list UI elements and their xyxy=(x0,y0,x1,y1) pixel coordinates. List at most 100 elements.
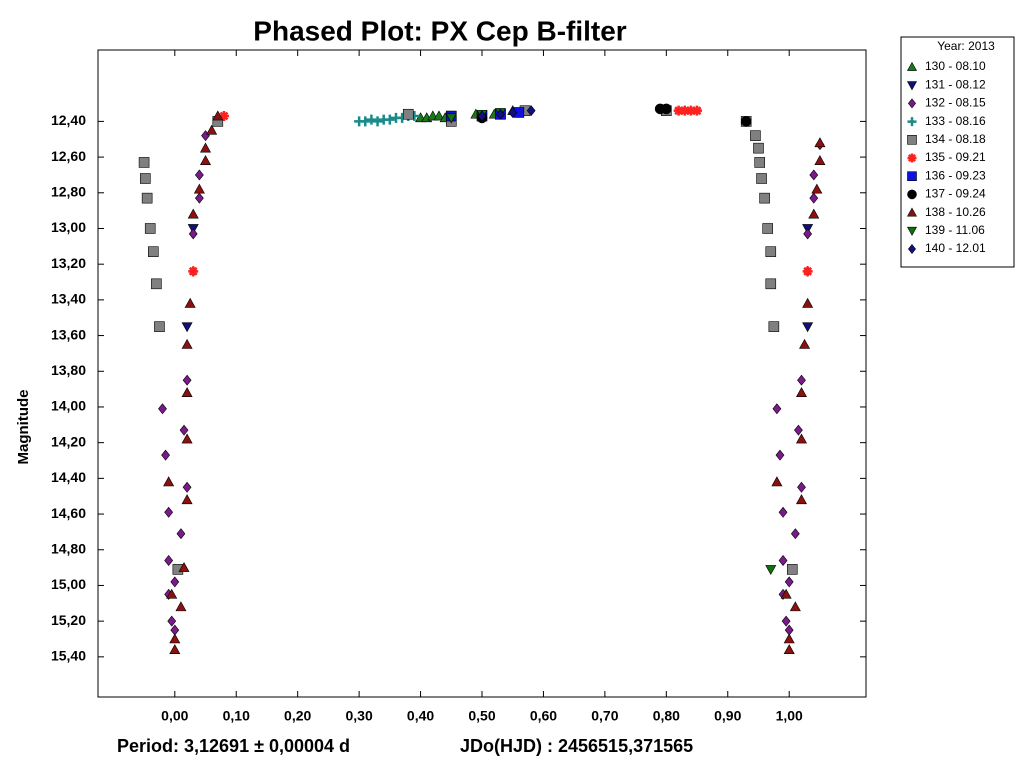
data-point xyxy=(366,114,377,125)
data-point xyxy=(496,108,505,120)
data-point xyxy=(166,588,178,599)
data-point xyxy=(811,183,823,194)
data-point xyxy=(193,183,205,194)
data-point xyxy=(783,633,795,644)
data-point xyxy=(175,601,187,612)
data-point xyxy=(164,554,174,566)
chart-title: Phased Plot: PX Cep B-filter xyxy=(253,15,626,46)
legend-marker xyxy=(906,226,918,236)
data-point xyxy=(692,105,703,116)
legend-marker xyxy=(908,98,916,109)
data-point xyxy=(181,387,193,397)
x-tick-label: 0,80 xyxy=(653,708,680,724)
legend-label: 139 - 11.06 xyxy=(925,223,985,237)
legend-marker xyxy=(907,153,917,163)
y-tick-label: 13,40 xyxy=(51,291,86,307)
x-tick-label: 0,10 xyxy=(223,708,250,724)
x-tick-label: 0,50 xyxy=(468,708,495,724)
data-point xyxy=(176,528,186,540)
data-point xyxy=(433,110,445,121)
data-point xyxy=(144,223,156,234)
legend-label: 134 - 08.18 xyxy=(925,132,986,146)
data-point xyxy=(170,576,180,588)
legend-label: 131 - 08.12 xyxy=(925,77,986,91)
data-point xyxy=(181,433,193,444)
data-point xyxy=(384,114,395,125)
data-point xyxy=(140,173,151,184)
legend-marker xyxy=(908,244,916,254)
data-point xyxy=(771,476,783,487)
data-point xyxy=(158,403,167,415)
y-tick-label: 12,40 xyxy=(51,112,86,128)
legend-marker xyxy=(907,135,917,145)
data-point xyxy=(169,644,181,655)
data-point xyxy=(765,246,777,257)
legend-label: 132 - 08.15 xyxy=(925,96,986,110)
legend-label: 135 - 09.21 xyxy=(925,150,986,164)
y-tick-label: 14,80 xyxy=(51,540,86,556)
data-point xyxy=(188,266,199,277)
data-point xyxy=(218,111,229,122)
data-point xyxy=(212,110,224,121)
data-point xyxy=(781,615,791,627)
y-tick-label: 15,40 xyxy=(51,648,86,664)
data-point xyxy=(802,297,814,308)
data-point xyxy=(194,169,204,181)
data-point xyxy=(445,113,457,124)
legend-marker xyxy=(907,117,917,127)
data-point xyxy=(679,105,690,116)
data-point xyxy=(181,322,193,333)
data-point xyxy=(795,387,807,397)
y-axis-label: Magnitude xyxy=(15,390,32,465)
y-tick-label: 13,80 xyxy=(51,362,86,378)
data-point xyxy=(809,169,819,181)
data-point xyxy=(673,105,684,116)
data-point xyxy=(187,208,199,219)
y-tick-label: 14,60 xyxy=(51,505,86,521)
x-tick-label: 1,00 xyxy=(776,708,803,724)
data-point xyxy=(147,246,159,257)
data-point xyxy=(768,321,780,332)
data-point xyxy=(799,338,811,349)
legend-marker xyxy=(906,207,918,217)
data-point xyxy=(206,124,218,135)
x-tick-label: 0,30 xyxy=(345,708,372,724)
data-point xyxy=(167,615,177,627)
y-tick-label: 15,00 xyxy=(51,576,86,592)
annotation: Period: 3,12691 ± 0,00004 d xyxy=(117,736,350,756)
data-point xyxy=(200,142,212,153)
data-point xyxy=(765,278,777,290)
data-point xyxy=(754,157,766,168)
legend-marker xyxy=(907,171,917,181)
data-point xyxy=(786,564,798,575)
data-point xyxy=(789,601,801,612)
data-point xyxy=(802,266,813,277)
data-point xyxy=(778,506,788,518)
data-point xyxy=(803,228,813,240)
data-point xyxy=(809,192,819,204)
legend-marker xyxy=(906,61,918,71)
y-tick-label: 13,00 xyxy=(51,219,86,235)
data-point xyxy=(759,192,770,204)
data-point xyxy=(179,424,189,436)
legend-label: 130 - 08.10 xyxy=(925,59,986,73)
data-point xyxy=(138,157,150,168)
x-tick-label: 0,20 xyxy=(284,708,311,724)
data-point xyxy=(814,155,826,165)
y-tick-label: 13,20 xyxy=(51,255,86,271)
data-point xyxy=(169,633,181,644)
data-point xyxy=(181,494,193,505)
data-point xyxy=(740,116,752,127)
data-point xyxy=(780,588,792,599)
legend-marker xyxy=(907,189,917,200)
data-point xyxy=(790,528,800,540)
data-point xyxy=(778,554,788,566)
legend-label: 140 - 12.01 xyxy=(925,241,986,255)
data-point xyxy=(477,110,487,122)
data-point xyxy=(181,338,193,349)
data-point xyxy=(750,130,761,141)
data-point xyxy=(797,481,806,493)
y-tick-label: 13,60 xyxy=(51,326,86,342)
data-point xyxy=(188,228,198,240)
